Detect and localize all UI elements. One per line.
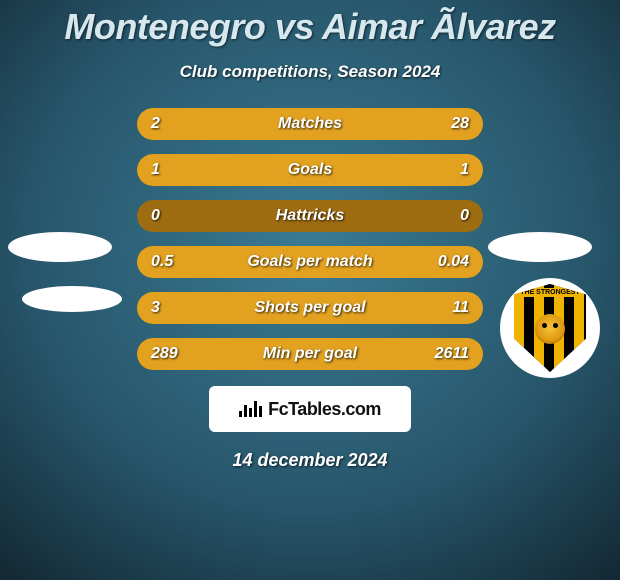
fctables-watermark: FcTables.com [209, 386, 411, 432]
stat-row: 289Min per goal2611 [137, 338, 483, 370]
stat-value-left: 2 [137, 115, 207, 133]
stat-value-right: 11 [413, 299, 483, 317]
badge-stripe [574, 284, 584, 372]
fctables-label: FcTables.com [268, 399, 381, 420]
date-label: 14 december 2024 [232, 450, 387, 471]
stat-value-right: 2611 [413, 345, 483, 363]
stat-row: 2Matches28 [137, 108, 483, 140]
stat-value-right: 0.04 [413, 253, 483, 271]
badge-stripe [524, 284, 534, 372]
stat-label: Min per goal [207, 345, 413, 363]
badge-stripe [564, 284, 574, 372]
comparison-arena: THE STRONGEST 2Matches28 1Goals1 0Hattrick… [0, 108, 620, 370]
page-title: Montenegro vs Aimar Ãlvarez [64, 6, 555, 48]
club-badge-shield: THE STRONGEST [514, 284, 586, 372]
stat-bars: 2Matches28 1Goals1 0Hattricks0 0.5Goals per… [137, 108, 483, 370]
club-badge-right: THE STRONGEST [500, 278, 600, 378]
stat-label: Hattricks [207, 207, 413, 225]
stat-value-left: 0.5 [137, 253, 207, 271]
tiger-icon [535, 314, 565, 344]
stat-value-left: 289 [137, 345, 207, 363]
stat-value-right: 0 [413, 207, 483, 225]
stat-value-right: 28 [413, 115, 483, 133]
player-right-ellipse [488, 232, 592, 262]
stat-label: Shots per goal [207, 299, 413, 317]
stat-value-right: 1 [413, 161, 483, 179]
badge-stripe [514, 284, 524, 372]
club-badge-text: THE STRONGEST [516, 288, 584, 297]
stat-row: 0Hattricks0 [137, 200, 483, 232]
stat-value-left: 0 [137, 207, 207, 225]
stat-row: 3Shots per goal11 [137, 292, 483, 324]
stat-label: Matches [207, 115, 413, 133]
stat-value-left: 3 [137, 299, 207, 317]
stat-value-left: 1 [137, 161, 207, 179]
player-left-ellipse-1 [8, 232, 112, 262]
stat-row: 1Goals1 [137, 154, 483, 186]
subtitle: Club competitions, Season 2024 [180, 62, 441, 82]
stat-label: Goals per match [207, 253, 413, 271]
stat-row: 0.5Goals per match0.04 [137, 246, 483, 278]
player-left-ellipse-2 [22, 286, 122, 312]
barchart-icon [239, 401, 262, 417]
stat-label: Goals [207, 161, 413, 179]
